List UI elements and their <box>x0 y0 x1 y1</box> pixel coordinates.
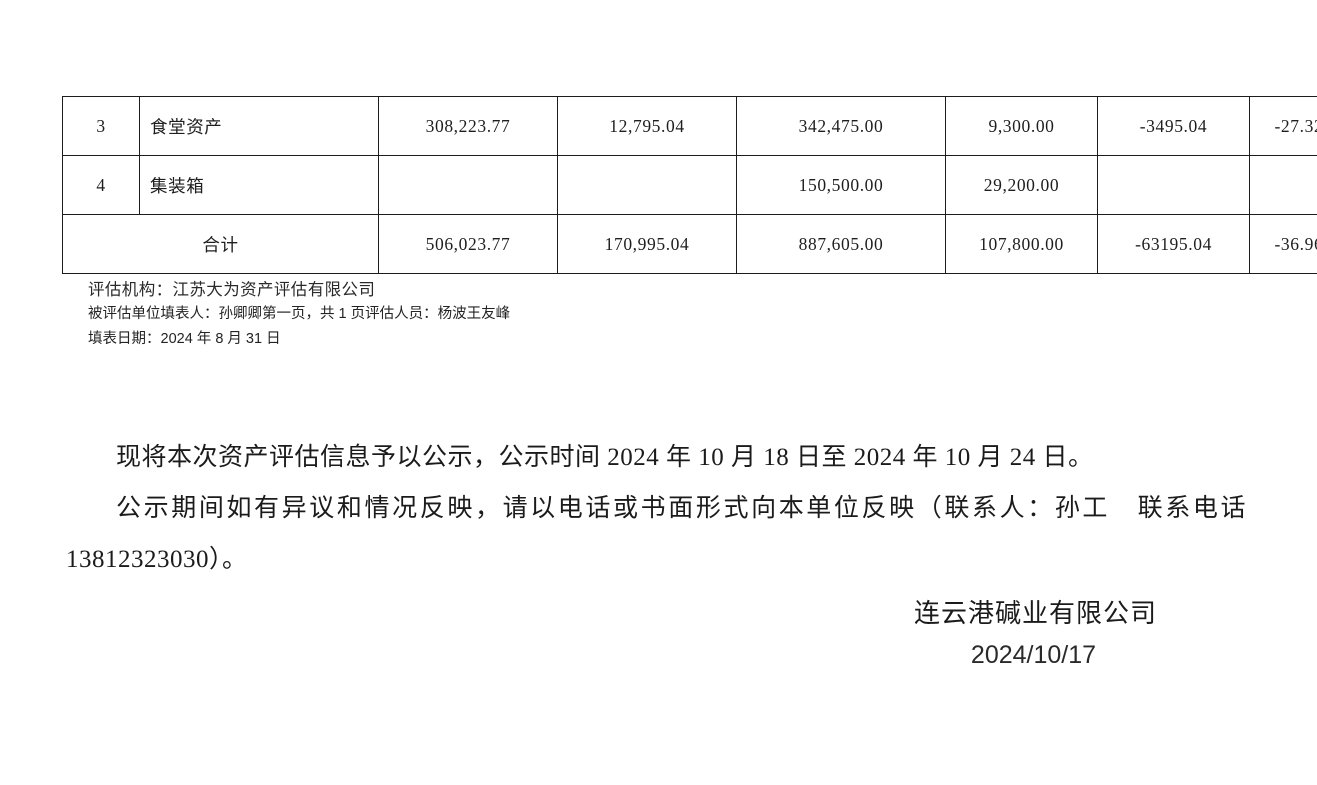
value-change-value: -3495.04 <box>1139 115 1208 136</box>
value-total-change-value: -63195.04 <box>1135 233 1212 254</box>
footnote-fill-date: 填表日期：2024 年 8 月 31 日 <box>88 331 281 347</box>
footnote-preparer-and-appraisers: 被评估单位填表人：孙卿卿第一页，共 1 页评估人员：杨波王友峰 <box>88 306 511 322</box>
cell-book-original: 308,223.77 <box>378 96 558 156</box>
paragraph-publicity-period: 现将本次资产评估信息予以公示，公示时间 2024 年 10 月 18 日至 20… <box>116 444 1094 471</box>
cell-total-label: 合计 <box>62 214 379 274</box>
footnote-appraisal-agency: 评估机构：江苏大为资产评估有限公司 <box>88 280 376 299</box>
cell-total-book-original: 506,023.77 <box>378 214 558 274</box>
cell-total-appraised-net: 107,800.00 <box>945 214 1098 274</box>
cell-change-value <box>1097 155 1250 215</box>
value-total-book-original: 506,023.77 <box>425 233 511 254</box>
asset-appraisal-table: 3 食堂资产 308,223.77 12,795.04 342,475.00 9… <box>62 96 1317 274</box>
paragraph-objection-contact: 公示期间如有异议和情况反映，请以电话或书面形式向本单位反映（联系人：孙工 联系电… <box>66 495 1246 573</box>
table-total-row: 合计 506,023.77 170,995.04 887,605.00 107,… <box>62 214 1317 274</box>
value-total-appraised-original: 887,605.00 <box>798 233 884 254</box>
notice-body: 现将本次资产评估信息予以公示，公示时间 2024 年 10 月 18 日至 20… <box>66 432 1246 585</box>
cell-total-change-value: -63195.04 <box>1097 214 1250 274</box>
cell-change-rate <box>1249 155 1317 215</box>
cell-book-net <box>557 155 737 215</box>
cell-total-change-rate: -36.96% <box>1249 214 1317 274</box>
signature-company-name: 连云港碱业有限公司 <box>913 599 1157 628</box>
cell-row-number: 3 <box>62 96 140 156</box>
value-total-change-rate: -36.96% <box>1274 233 1317 254</box>
table-body: 3 食堂资产 308,223.77 12,795.04 342,475.00 9… <box>62 96 1317 274</box>
signature-date: 2024/10/17 <box>970 641 1097 669</box>
cell-appraised-net: 9,300.00 <box>945 96 1098 156</box>
value-change-rate: -27.32% <box>1274 115 1317 136</box>
value-appraised-net: 9,300.00 <box>988 115 1055 136</box>
cell-appraised-original: 342,475.00 <box>736 96 946 156</box>
cell-book-original <box>378 155 558 215</box>
cell-total-book-net: 170,995.04 <box>557 214 737 274</box>
value-appraised-original: 342,475.00 <box>798 115 884 136</box>
cell-appraised-net: 29,200.00 <box>945 155 1098 215</box>
cell-book-net: 12,795.04 <box>557 96 737 156</box>
cell-change-value: -3495.04 <box>1097 96 1250 156</box>
cell-asset-name: 食堂资产 <box>139 96 379 156</box>
cell-total-appraised-original: 887,605.00 <box>736 214 946 274</box>
cell-appraised-original: 150,500.00 <box>736 155 946 215</box>
cell-change-rate: -27.32% <box>1249 96 1317 156</box>
value-book-net: 12,795.04 <box>609 115 685 136</box>
value-appraised-net: 29,200.00 <box>983 174 1060 195</box>
table-row: 4 集装箱 150,500.00 29,200.00 <box>62 155 1317 215</box>
value-book-original: 308,223.77 <box>425 115 511 136</box>
value-appraised-original: 150,500.00 <box>798 174 884 195</box>
cell-row-number: 4 <box>62 155 140 215</box>
table-row: 3 食堂资产 308,223.77 12,795.04 342,475.00 9… <box>62 96 1317 156</box>
value-total-appraised-net: 107,800.00 <box>979 233 1064 254</box>
signature-block: 连云港碱业有限公司 2024/10/17 <box>914 594 1157 676</box>
value-total-book-net: 170,995.04 <box>604 233 690 254</box>
cell-asset-name: 集装箱 <box>139 155 379 215</box>
table-footnotes: 评估机构：江苏大为资产评估有限公司 被评估单位填表人：孙卿卿第一页，共 1 页评… <box>88 277 788 352</box>
